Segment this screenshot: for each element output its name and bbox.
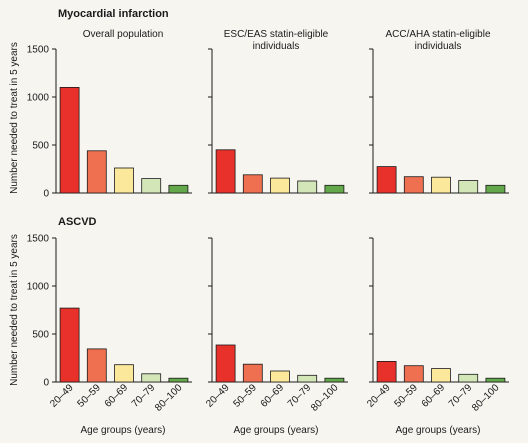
bar-70-79 <box>458 180 479 194</box>
bar-60-69 <box>270 370 290 383</box>
bar-50-59 <box>86 348 107 383</box>
bar-60-69 <box>114 364 134 383</box>
bar-20-49 <box>215 149 236 194</box>
y-tick-label: 1000 <box>27 282 50 293</box>
bar-70-79 <box>297 374 318 383</box>
bar-60-69 <box>431 176 451 194</box>
bar-50-59 <box>403 176 424 194</box>
column-title-esc-line1: ESC/EAS statin-eligible <box>224 29 329 40</box>
y-tick-label: 1500 <box>27 234 50 245</box>
bar-70-79 <box>458 373 479 383</box>
bar-60-69 <box>431 368 451 383</box>
y-tick-label: 0 <box>43 189 49 200</box>
y-axis-label-top: Number needed to treat in 5 years <box>9 42 20 194</box>
bar-20-49 <box>59 87 80 194</box>
y-tick-label: 1000 <box>27 93 50 104</box>
column-title-esc-line2: individuals <box>253 41 300 52</box>
x-axis-label-acc: Age groups (years) <box>395 425 480 436</box>
panel-myocardial-infarction-acc-aha-statin-eligible-individuals <box>369 48 509 194</box>
bar-80-100 <box>324 377 345 383</box>
bar-80-100 <box>324 184 345 194</box>
y-tick-label: 500 <box>32 330 49 341</box>
bar-60-69 <box>270 177 290 194</box>
y-axis-label-bottom: Number needed to treat in 5 years <box>9 234 20 386</box>
bar-20-49 <box>376 166 397 194</box>
y-tick-label: 500 <box>32 141 49 152</box>
y-tick-label: 0 <box>43 378 49 389</box>
row-title-myocardial-infarction: Myocardial infarction <box>58 8 169 20</box>
y-tick-label: 1500 <box>27 45 50 56</box>
bar-80-100 <box>485 377 506 383</box>
bar-50-59 <box>242 363 263 383</box>
bar-70-79 <box>141 178 162 194</box>
bar-20-49 <box>215 344 236 383</box>
column-title-acc-line1: ACC/AHA statin-eligible <box>385 29 490 40</box>
row-title-ascvd: ASCVD <box>58 216 97 228</box>
bar-70-79 <box>141 373 162 383</box>
bar-20-49 <box>59 307 80 383</box>
x-axis-label-overall: Age groups (years) <box>80 425 165 436</box>
bar-50-59 <box>86 150 107 194</box>
bar-20-49 <box>376 360 397 383</box>
bar-50-59 <box>403 365 424 383</box>
column-title-overall: Overall population <box>83 29 164 40</box>
bar-80-100 <box>168 377 189 383</box>
bar-60-69 <box>114 167 134 194</box>
x-axis-label-esc: Age groups (years) <box>233 425 318 436</box>
column-title-acc-line2: individuals <box>415 41 462 52</box>
panel-myocardial-infarction-overall-population: 0 500 1000 1500 <box>27 45 192 200</box>
bar-70-79 <box>297 180 318 194</box>
bar-50-59 <box>242 174 263 194</box>
panel-myocardial-infarction-esc-eas-statin-eligible-individuals <box>208 48 348 194</box>
bar-80-100 <box>168 184 189 194</box>
bar-80-100 <box>485 184 506 194</box>
